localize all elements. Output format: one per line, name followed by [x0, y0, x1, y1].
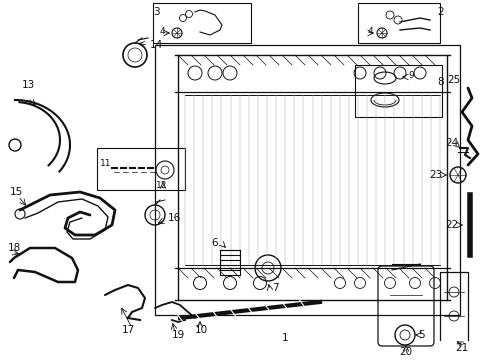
Text: 4: 4 — [159, 27, 164, 36]
Text: 25: 25 — [446, 75, 459, 85]
Bar — [153, 3, 250, 43]
Text: 20: 20 — [399, 347, 412, 357]
Text: 22: 22 — [444, 220, 457, 230]
Text: 12: 12 — [156, 180, 167, 189]
Text: 1: 1 — [281, 333, 288, 343]
Text: 7: 7 — [271, 283, 278, 293]
Text: 19: 19 — [171, 330, 184, 340]
Text: 3: 3 — [153, 7, 159, 17]
Text: 2: 2 — [436, 7, 443, 17]
Text: 15: 15 — [10, 187, 23, 197]
Text: 5: 5 — [417, 330, 424, 340]
Text: 11: 11 — [100, 158, 111, 167]
Text: 8: 8 — [436, 77, 443, 87]
Text: 24: 24 — [444, 138, 457, 148]
Bar — [155, 45, 459, 315]
Text: 14: 14 — [150, 40, 163, 50]
Text: 18: 18 — [8, 243, 21, 253]
Text: 16: 16 — [168, 213, 181, 223]
Text: 6: 6 — [211, 238, 218, 248]
Text: 4: 4 — [366, 27, 372, 36]
Bar — [97, 148, 184, 190]
Text: 21: 21 — [454, 343, 467, 353]
Text: 17: 17 — [121, 325, 134, 335]
Text: 10: 10 — [195, 325, 208, 335]
Text: 13: 13 — [22, 80, 35, 90]
Bar — [354, 65, 441, 117]
Bar — [357, 3, 439, 43]
Text: 9: 9 — [407, 72, 413, 81]
Text: 23: 23 — [429, 170, 442, 180]
